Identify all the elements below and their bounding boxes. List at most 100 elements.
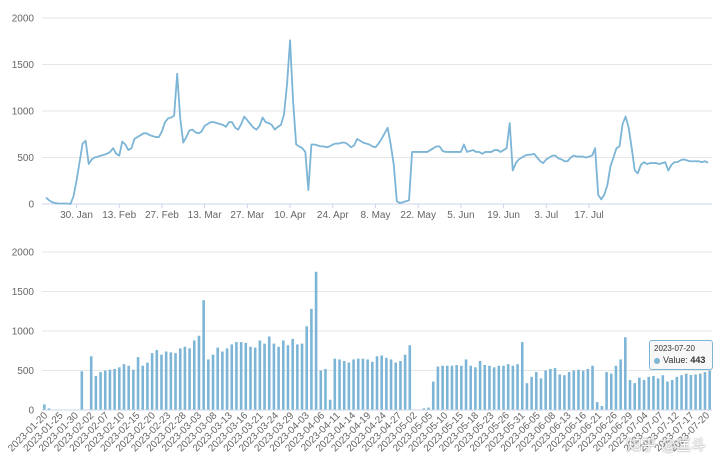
line-x-tick-label: 30. Jan — [60, 210, 93, 221]
bar — [113, 368, 116, 410]
bar — [347, 362, 351, 410]
bar — [89, 356, 93, 410]
bar — [150, 353, 154, 410]
bar — [403, 354, 407, 410]
bar — [146, 362, 149, 410]
bar — [310, 308, 313, 410]
bar — [488, 365, 491, 410]
bar — [642, 379, 646, 410]
bar — [305, 326, 309, 410]
bar — [141, 365, 145, 410]
bar — [103, 370, 107, 410]
bar — [469, 365, 472, 410]
line-x-tick-label: 5. Jun — [447, 210, 474, 221]
bar — [249, 346, 252, 410]
bar — [567, 372, 571, 410]
bar — [239, 342, 243, 410]
bar — [94, 376, 98, 410]
bar — [699, 373, 702, 410]
bar — [361, 358, 365, 410]
line-x-tick-label: 3. Jul — [534, 210, 558, 221]
bar — [614, 365, 618, 410]
bar — [263, 343, 266, 410]
bar — [202, 300, 205, 410]
bar — [169, 352, 173, 410]
bar — [670, 379, 674, 410]
line-x-tick-label: 22. May — [400, 210, 436, 221]
bar — [211, 354, 215, 410]
bar — [703, 372, 707, 410]
line-x-tick-label: 19. Jun — [487, 210, 520, 221]
bar — [356, 358, 360, 410]
bar — [118, 367, 121, 410]
bar — [338, 359, 341, 410]
bar — [464, 359, 468, 410]
bar — [628, 379, 632, 410]
bar — [708, 370, 711, 410]
bar — [492, 367, 496, 410]
bar — [328, 399, 332, 410]
bar — [577, 369, 580, 410]
line-y-tick-label: 500 — [17, 153, 34, 164]
bar — [277, 346, 280, 410]
bar — [445, 365, 449, 410]
bar — [333, 358, 337, 410]
bar — [408, 345, 412, 410]
bar — [132, 369, 135, 410]
bar — [272, 343, 276, 410]
bar — [539, 378, 543, 410]
line-x-tick-label: 8. May — [360, 210, 390, 221]
bar — [178, 348, 182, 410]
bar — [441, 365, 444, 410]
bar — [431, 381, 435, 410]
bar — [230, 344, 234, 410]
bar — [544, 370, 547, 410]
bar — [155, 349, 159, 410]
bar — [258, 340, 262, 410]
bar — [235, 342, 238, 410]
bar — [586, 368, 590, 410]
bar — [244, 342, 248, 410]
bar — [127, 365, 130, 410]
line-x-tick-label: 27. Mar — [230, 210, 265, 221]
bar — [207, 359, 210, 410]
bar — [216, 347, 219, 410]
bar — [455, 364, 458, 410]
tooltip-value: 443 — [690, 355, 706, 365]
bar — [558, 374, 562, 410]
bar — [661, 375, 665, 410]
bar — [174, 353, 177, 410]
bar — [624, 337, 627, 410]
bar — [478, 361, 482, 410]
bar — [535, 372, 538, 410]
bar — [656, 378, 660, 410]
bar — [591, 365, 594, 410]
bar — [497, 365, 501, 410]
bar — [286, 345, 290, 410]
bar — [267, 336, 271, 410]
bar — [549, 368, 552, 410]
bar — [422, 408, 426, 410]
bar — [436, 366, 440, 410]
bar-y-tick-label: 500 — [17, 366, 34, 377]
bar — [652, 376, 655, 410]
bar — [694, 374, 697, 410]
line-y-tick-label: 1000 — [12, 107, 35, 118]
bar — [375, 356, 379, 410]
bar — [352, 359, 355, 410]
bar — [427, 407, 430, 410]
bar — [572, 370, 576, 410]
line-x-tick-label: 27. Feb — [145, 210, 179, 221]
bar — [80, 371, 84, 410]
line-series — [45, 39, 709, 205]
bar — [516, 364, 519, 410]
bar — [160, 354, 163, 410]
bar — [253, 347, 257, 410]
bar — [647, 376, 651, 410]
bar — [225, 348, 229, 410]
bar — [530, 376, 533, 410]
bar — [605, 372, 608, 410]
tooltip: 2023-07-20 Value: 443 — [649, 340, 713, 370]
line-y-tick-label: 0 — [28, 200, 34, 211]
